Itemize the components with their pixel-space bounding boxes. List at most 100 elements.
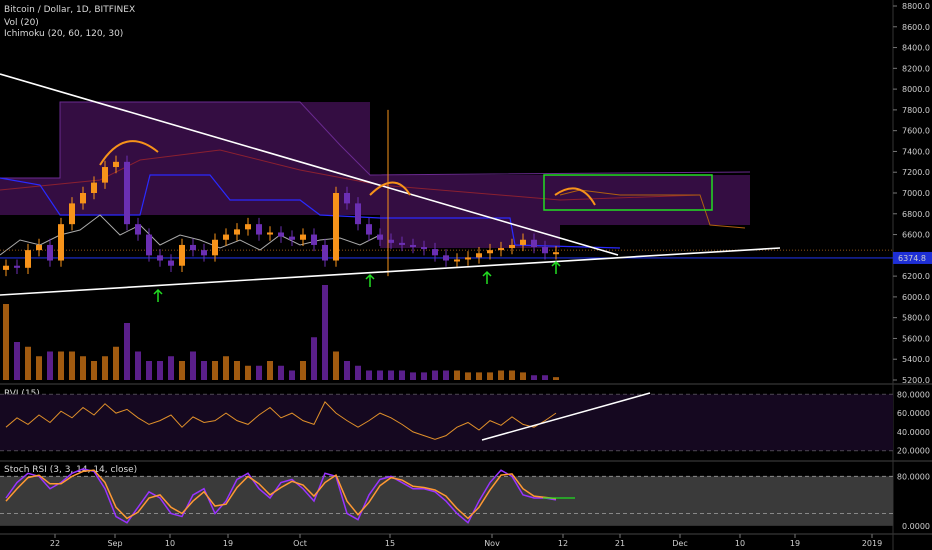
y-tick-label: 8200.0 [902, 64, 930, 73]
rvi-trendline [481, 392, 651, 441]
volume-bar [135, 351, 141, 380]
y-tick-label: 8600.0 [902, 23, 930, 32]
volume-bar [542, 375, 548, 380]
candle-body [212, 239, 218, 256]
volume-bar [124, 323, 130, 380]
x-tick-label: Nov [484, 539, 500, 548]
volume-bar [421, 372, 427, 380]
candle-body [58, 224, 64, 261]
y-tick-label: 5200.0 [902, 376, 930, 385]
volume-bar [553, 377, 559, 380]
volume-bar [47, 351, 53, 380]
y-tick-label: 7200.0 [902, 168, 930, 177]
volume-bar [498, 370, 504, 380]
volume-bar [256, 365, 262, 380]
candle-body [531, 239, 537, 248]
volume-bar [179, 361, 185, 380]
candle-body [487, 250, 493, 254]
rvi-y-label: 40.0000 [897, 428, 930, 437]
y-tick-label: 5400.0 [902, 355, 930, 364]
candle-body [498, 248, 504, 251]
volume-bar [377, 370, 383, 380]
rvi-line [5, 401, 557, 440]
stoch-y-label: 80.0000 [897, 472, 930, 481]
ichimoku-legend: Ichimoku (20, 60, 120, 30) [4, 29, 124, 39]
y-tick-label: 8000.0 [902, 85, 930, 94]
y-tick-label: 5800.0 [902, 314, 930, 323]
volume-bar [432, 370, 438, 380]
volume-bar [58, 351, 64, 380]
candle-body [388, 239, 394, 243]
arc-annotation [369, 181, 411, 196]
volume-bar [168, 356, 174, 380]
candle-body [124, 161, 130, 225]
candle-body [399, 242, 405, 245]
stoch-y-label: 0.0000 [902, 522, 930, 531]
candle-body [234, 229, 240, 235]
x-tick-label: 12 [558, 539, 568, 548]
candle-body [14, 265, 20, 268]
candle-body [256, 224, 262, 235]
x-tick-label: 2019 [862, 539, 882, 548]
up-arrow-icon [365, 273, 375, 280]
candle-body [333, 193, 339, 261]
volume-bar [245, 365, 251, 380]
candle-body [3, 265, 9, 270]
x-tick-label: Dec [672, 539, 687, 548]
volume-bar [3, 304, 9, 380]
volume-bar [91, 361, 97, 380]
candle-body [432, 249, 438, 256]
volume-bar [465, 372, 471, 380]
target-box [543, 174, 713, 211]
volume-bar [355, 365, 361, 380]
y-tick-label: 8800.0 [902, 2, 930, 11]
volume-bar [443, 370, 449, 380]
stoch-rsi-legend: Stoch RSI (3, 3, 14, 14, close) [4, 465, 138, 475]
candle-body [421, 247, 427, 250]
rvi-y-label: 80.0000 [897, 390, 930, 399]
price-tag-bg [893, 251, 932, 264]
rvi-y-label: 20.0000 [897, 447, 930, 456]
price-tag-label: 6374.8 [898, 254, 926, 263]
volume-bar [300, 361, 306, 380]
y-tick-label: 7600.0 [902, 127, 930, 136]
volume-bar [113, 346, 119, 380]
candle-body [300, 234, 306, 240]
candle-body [102, 167, 108, 183]
volume-bar [520, 372, 526, 380]
candle-body [322, 244, 328, 261]
volume-bar [223, 356, 229, 380]
y-tick-label: 5600.0 [902, 334, 930, 343]
volume-bar [80, 356, 86, 380]
senkou-span-a [0, 149, 701, 201]
volume-bar [311, 337, 317, 380]
volume-bar [36, 356, 42, 380]
volume-legend: Vol (20) [4, 18, 39, 28]
candle-body [245, 224, 251, 230]
candle-body [443, 255, 449, 261]
y-tick-label: 7400.0 [902, 147, 930, 156]
x-tick-label: 10 [735, 539, 745, 548]
stoch-d-line [5, 469, 557, 520]
rvi-y-label: 60.0000 [897, 409, 930, 418]
x-tick-label: Sep [107, 539, 122, 548]
x-tick-label: 15 [385, 539, 395, 548]
up-arrow-icon [482, 270, 492, 277]
ascending-trendline [0, 247, 781, 296]
volume-bar [146, 361, 152, 380]
stoch-k-line [5, 468, 557, 524]
volume-bar [476, 372, 482, 380]
candle-body [476, 253, 482, 258]
candle-body [278, 232, 284, 237]
volume-bar [322, 285, 328, 380]
symbol-title: Bitcoin / Dollar, 1D, BITFINEX [4, 5, 136, 15]
y-tick-label: 6000.0 [902, 293, 930, 302]
candle-body [113, 161, 119, 168]
volume-bar [102, 356, 108, 380]
candle-body [553, 252, 559, 255]
candle-body [377, 234, 383, 240]
x-tick-label: Oct [293, 539, 307, 548]
candle-body [201, 250, 207, 256]
x-tick-label: 21 [615, 539, 625, 548]
